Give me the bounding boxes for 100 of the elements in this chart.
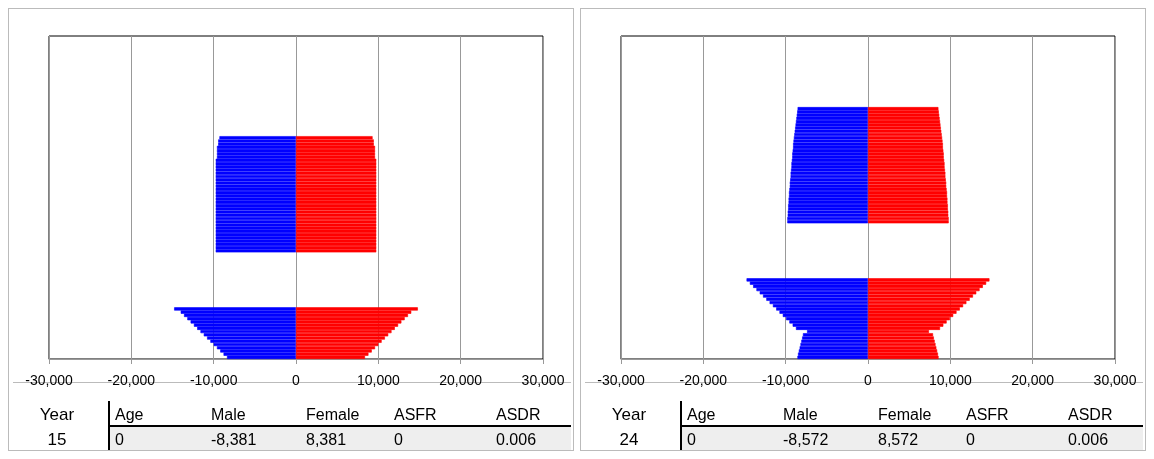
bar <box>215 245 296 250</box>
bar <box>794 129 868 133</box>
bar <box>296 249 377 253</box>
bar <box>868 197 948 201</box>
x-tick-label: 20,000 <box>1011 372 1055 388</box>
bar <box>791 161 868 166</box>
bar <box>782 313 868 318</box>
bar <box>868 187 947 192</box>
bar <box>868 165 945 169</box>
x-tick-label: 0 <box>292 372 301 388</box>
bar <box>227 355 296 359</box>
bar <box>795 326 868 330</box>
bar <box>216 149 296 153</box>
bar <box>793 136 868 140</box>
bar <box>868 119 941 124</box>
bar <box>193 323 296 327</box>
bar <box>788 191 868 195</box>
bar <box>213 342 296 347</box>
bar <box>296 329 392 334</box>
bar <box>296 213 377 217</box>
bar <box>296 168 377 172</box>
bar <box>790 174 868 179</box>
bar <box>868 220 949 224</box>
bar <box>296 136 373 140</box>
bar <box>215 239 296 243</box>
x-tick-label: 10,000 <box>356 372 400 388</box>
bar <box>788 203 868 208</box>
bar <box>215 181 296 185</box>
text: 0 <box>966 430 975 448</box>
x-tick-label: -20,000 <box>107 372 156 388</box>
bar <box>868 213 949 217</box>
bar <box>296 145 376 150</box>
bar <box>868 281 987 285</box>
bar <box>790 171 868 175</box>
bar <box>868 132 942 137</box>
bar <box>786 317 868 321</box>
bar <box>296 200 377 204</box>
bar <box>868 216 949 221</box>
bar <box>868 326 941 330</box>
bar <box>868 207 948 211</box>
text: ASFR <box>394 405 437 423</box>
bar <box>868 291 977 295</box>
bar <box>868 149 944 153</box>
bar <box>296 174 377 179</box>
bar <box>215 161 296 166</box>
bar <box>792 149 868 153</box>
text: Year <box>611 404 647 424</box>
bar <box>791 165 868 169</box>
bar <box>296 158 377 162</box>
bar <box>788 207 868 211</box>
bar <box>769 300 868 305</box>
bar <box>868 200 948 204</box>
bar <box>787 213 868 217</box>
bar <box>200 329 296 334</box>
bar <box>790 178 868 182</box>
bar <box>296 326 395 330</box>
text: ASDR <box>1068 405 1113 423</box>
bar <box>215 200 296 204</box>
bar <box>296 142 374 146</box>
bar <box>296 152 376 156</box>
x-tick-label: 30,000 <box>521 372 565 388</box>
bar <box>868 155 944 159</box>
bar <box>789 187 868 192</box>
bar <box>296 239 377 243</box>
bar <box>296 155 376 159</box>
bar <box>868 313 954 318</box>
text: -8,572 <box>783 430 829 448</box>
bar <box>756 287 868 292</box>
bar <box>795 126 868 130</box>
x-tick-label: -10,000 <box>761 372 810 388</box>
bar <box>868 139 943 143</box>
bar <box>296 242 377 246</box>
bar <box>296 197 377 201</box>
bar <box>215 210 296 214</box>
bar <box>868 300 967 305</box>
x-tick-label: 20,000 <box>439 372 483 388</box>
bar <box>216 152 296 156</box>
bar <box>795 119 868 124</box>
bar <box>296 178 377 182</box>
x-tick-label: -30,000 <box>597 372 645 388</box>
bar <box>799 346 868 350</box>
bar <box>190 320 296 324</box>
bar <box>218 142 296 146</box>
bar <box>296 161 377 166</box>
bar <box>296 165 377 169</box>
bar <box>215 171 296 175</box>
bar <box>749 281 868 285</box>
bar <box>796 116 868 120</box>
text: Age <box>687 405 716 423</box>
bar <box>219 136 296 140</box>
bar <box>216 155 296 159</box>
bar <box>296 184 377 188</box>
bar <box>868 107 939 111</box>
bar <box>793 142 868 146</box>
bar <box>215 178 296 182</box>
bar <box>296 149 376 153</box>
bar <box>296 307 418 311</box>
bar <box>868 191 948 195</box>
text: 0 <box>394 430 403 448</box>
bar <box>296 313 408 318</box>
